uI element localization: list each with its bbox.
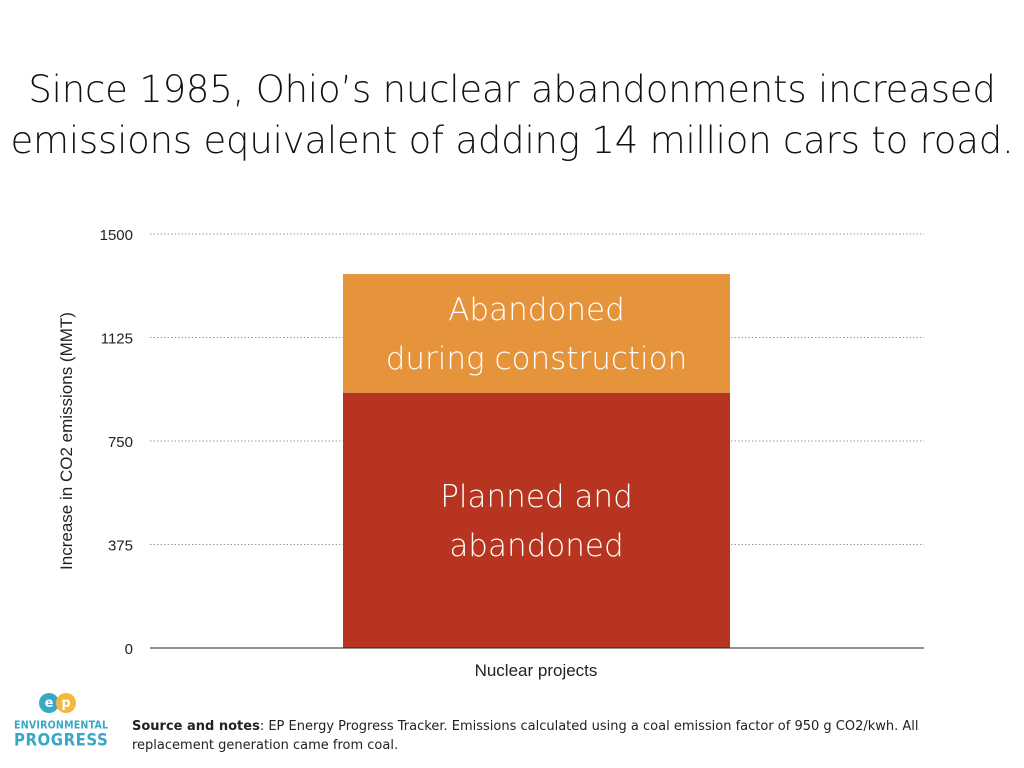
svg-text:p: p: [61, 696, 70, 711]
source-notes: Source and notes: EP Energy Progress Tra…: [132, 717, 992, 755]
logo-text-environmental: ENVIRONMENTAL: [14, 719, 109, 732]
y-axis-label: Increase in CO2 emissions (MMT): [57, 312, 76, 570]
y-tick-label: 1125: [101, 331, 133, 348]
y-tick-label: 1500: [100, 227, 133, 244]
bar-segment: [343, 274, 730, 393]
bar-segment-label: abandoned: [449, 528, 623, 564]
logo-text-progress: PROGRESS: [14, 730, 109, 750]
y-tick-label: 375: [108, 538, 133, 555]
bar-segment-label: during construction: [386, 341, 688, 377]
bar-segment: [343, 392, 730, 648]
title-line-2: emissions equivalent of adding 14 millio…: [10, 119, 1014, 162]
x-axis-label: Nuclear projects: [475, 661, 598, 680]
page-title: Since 1985, Ohio’s nuclear abandonments …: [0, 64, 1024, 166]
source-text: : EP Energy Progress Tracker. Emissions …: [132, 719, 919, 753]
ep-logo-icon: e p: [39, 693, 76, 713]
bar-segment-label: Planned and: [440, 479, 633, 515]
title-line-1: Since 1985, Ohio’s nuclear abandonments …: [28, 68, 996, 111]
svg-text:e: e: [45, 696, 54, 711]
environmental-progress-logo: e p ENVIRONMENTAL PROGRESS: [14, 692, 109, 752]
bar-segment-label: Abandoned: [448, 292, 625, 328]
stacked-bar-chart: 0 375 750 1125 1500 Planned and abandoned Aband…: [57, 227, 924, 680]
y-tick-label: 0: [125, 641, 133, 658]
source-label: Source and notes: [132, 719, 260, 734]
y-tick-label: 750: [108, 434, 133, 451]
